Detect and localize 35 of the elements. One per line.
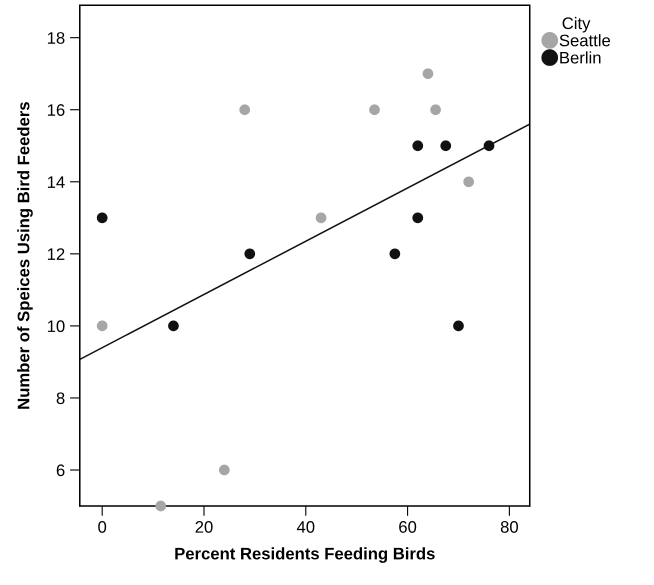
y-tick-label: 8 (56, 392, 64, 404)
point (244, 248, 256, 260)
point (430, 104, 441, 116)
legend-label: Seattle (560, 34, 610, 46)
x-tick-label: 40 (296, 521, 314, 533)
y-tick-label: 10 (48, 320, 65, 332)
x-tick-label: 80 (500, 521, 518, 533)
point (155, 500, 166, 512)
point (96, 212, 108, 224)
x-axis-title: Percent Residents Feeding Birds (175, 547, 435, 563)
y-tick-label: 14 (48, 176, 65, 188)
point (369, 104, 380, 116)
x-tick-label: 60 (399, 521, 416, 533)
point (484, 140, 494, 152)
point (390, 248, 400, 260)
legend-label: Berlin (560, 51, 600, 64)
legend-title: City (562, 16, 590, 32)
x-tick-label: 20 (196, 521, 213, 533)
point (316, 212, 326, 224)
x-tick-label: 0 (98, 521, 106, 533)
y-tick-label: 16 (48, 104, 64, 116)
point (463, 176, 474, 188)
point (96, 320, 108, 332)
point (412, 212, 424, 224)
y-tick-label: 6 (56, 464, 64, 476)
point (168, 320, 179, 332)
y-tick-label: 18 (48, 32, 64, 44)
point (218, 464, 230, 476)
point (453, 320, 464, 332)
point (412, 140, 424, 152)
point (440, 140, 452, 152)
point (239, 104, 250, 116)
y-tick-label: 12 (48, 248, 64, 260)
y-axis-title: Number of Speices Using Bird Feeders (17, 102, 33, 409)
point (422, 68, 434, 80)
